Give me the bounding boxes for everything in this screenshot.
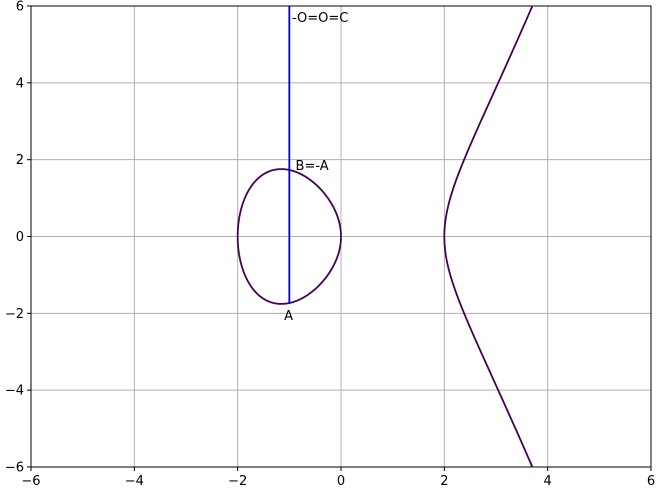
annotation-label: -O=O=C (292, 11, 348, 26)
y-tick-label: −6 (5, 461, 24, 476)
y-tick-label: 4 (16, 76, 24, 91)
clipped-plot (236, 6, 533, 467)
x-tick-label: −2 (228, 474, 247, 489)
x-tick-label: 0 (337, 474, 345, 489)
x-tick-label: 4 (544, 474, 552, 489)
y-tick-label: 2 (16, 153, 24, 168)
curve-oval (236, 168, 342, 305)
annotations: -O=O=C B=-A A (284, 11, 348, 324)
y-tick-label: −4 (5, 384, 24, 399)
annotation-label: A (284, 309, 293, 324)
x-tick-label: 2 (440, 474, 448, 489)
x-tick-label: 6 (647, 474, 655, 489)
y-tick-label: −2 (5, 307, 24, 322)
annotation-label: B=-A (296, 159, 329, 174)
y-tick-label: 6 (16, 0, 24, 15)
x-tick-label: −4 (125, 474, 144, 489)
ticks: −6 −4 −2 0 2 4 6 −6 −4 −2 0 2 4 6 (5, 0, 655, 489)
plot-area (236, 6, 533, 467)
x-tick-label: −6 (21, 474, 40, 489)
y-tick-label: 0 (16, 230, 24, 245)
curve-branch (443, 6, 533, 467)
